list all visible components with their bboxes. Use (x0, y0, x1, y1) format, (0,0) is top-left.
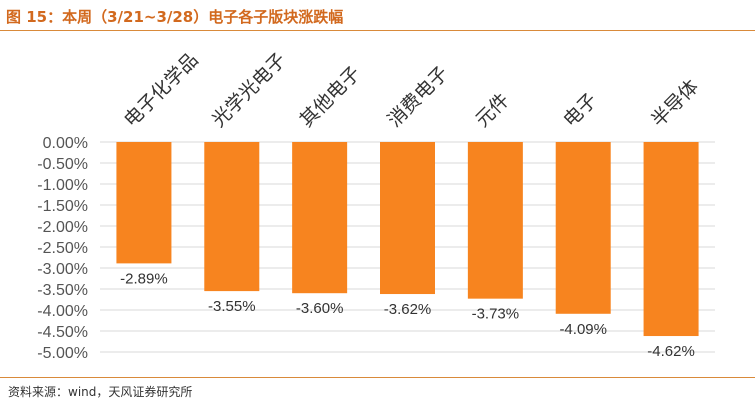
y-tick-label: -3.00% (37, 261, 88, 278)
top-divider (0, 30, 755, 31)
category-labels: 电子化学品 光学光电子 其他电子 消费电子 元件 电子 半导体 (120, 49, 703, 132)
data-label: -3.62% (384, 301, 432, 318)
bar (467, 142, 523, 299)
data-label: -3.60% (296, 300, 344, 317)
category-label: 光学光电子 (208, 49, 291, 132)
data-labels: -2.89% -3.55% -3.60% -3.62% -3.73% -4.09% -4.6… (120, 270, 695, 360)
y-tick-label: 0.00% (43, 135, 88, 152)
bar (555, 142, 611, 314)
y-tick-label: -0.50% (37, 156, 88, 173)
y-tick-label: -5.00% (37, 345, 88, 362)
category-label: 其他电子 (296, 62, 365, 131)
category-label: 消费电子 (383, 62, 452, 131)
y-tick-label: -4.00% (37, 303, 88, 320)
y-tick-label: -2.50% (37, 240, 88, 257)
data-label: -4.62% (647, 343, 695, 360)
y-tick-label: -2.00% (37, 219, 88, 236)
category-label: 半导体 (647, 76, 703, 132)
category-label: 电子化学品 (120, 49, 203, 132)
bar (643, 142, 699, 337)
data-label: -3.73% (472, 306, 520, 323)
data-label: -4.09% (559, 321, 607, 338)
data-label: -2.89% (120, 270, 168, 287)
bar-chart: 0.00% -0.50% -1.00% -1.50% -2.00% -2.50% -3.00… (37, 49, 715, 362)
category-label: 电子 (559, 89, 601, 131)
y-tick-label: -4.50% (37, 324, 88, 341)
y-axis-ticks: 0.00% -0.50% -1.00% -1.50% -2.00% -2.50% -3.00… (37, 135, 88, 362)
source-note: 资料来源：wind，天风证券研究所 (8, 385, 193, 399)
y-tick-label: -1.50% (37, 198, 88, 215)
bar (380, 142, 435, 295)
data-label: -3.55% (208, 298, 256, 315)
bar (116, 142, 172, 264)
bars (116, 142, 699, 337)
y-tick-label: -3.50% (37, 282, 88, 299)
bottom-divider (0, 377, 755, 378)
category-label: 元件 (471, 89, 513, 131)
bar (204, 142, 260, 292)
bar (292, 142, 348, 294)
y-tick-label: -1.00% (37, 177, 88, 194)
chart-title: 图 15：本周（3/21~3/28）电子各子版块涨跌幅 (6, 8, 344, 26)
